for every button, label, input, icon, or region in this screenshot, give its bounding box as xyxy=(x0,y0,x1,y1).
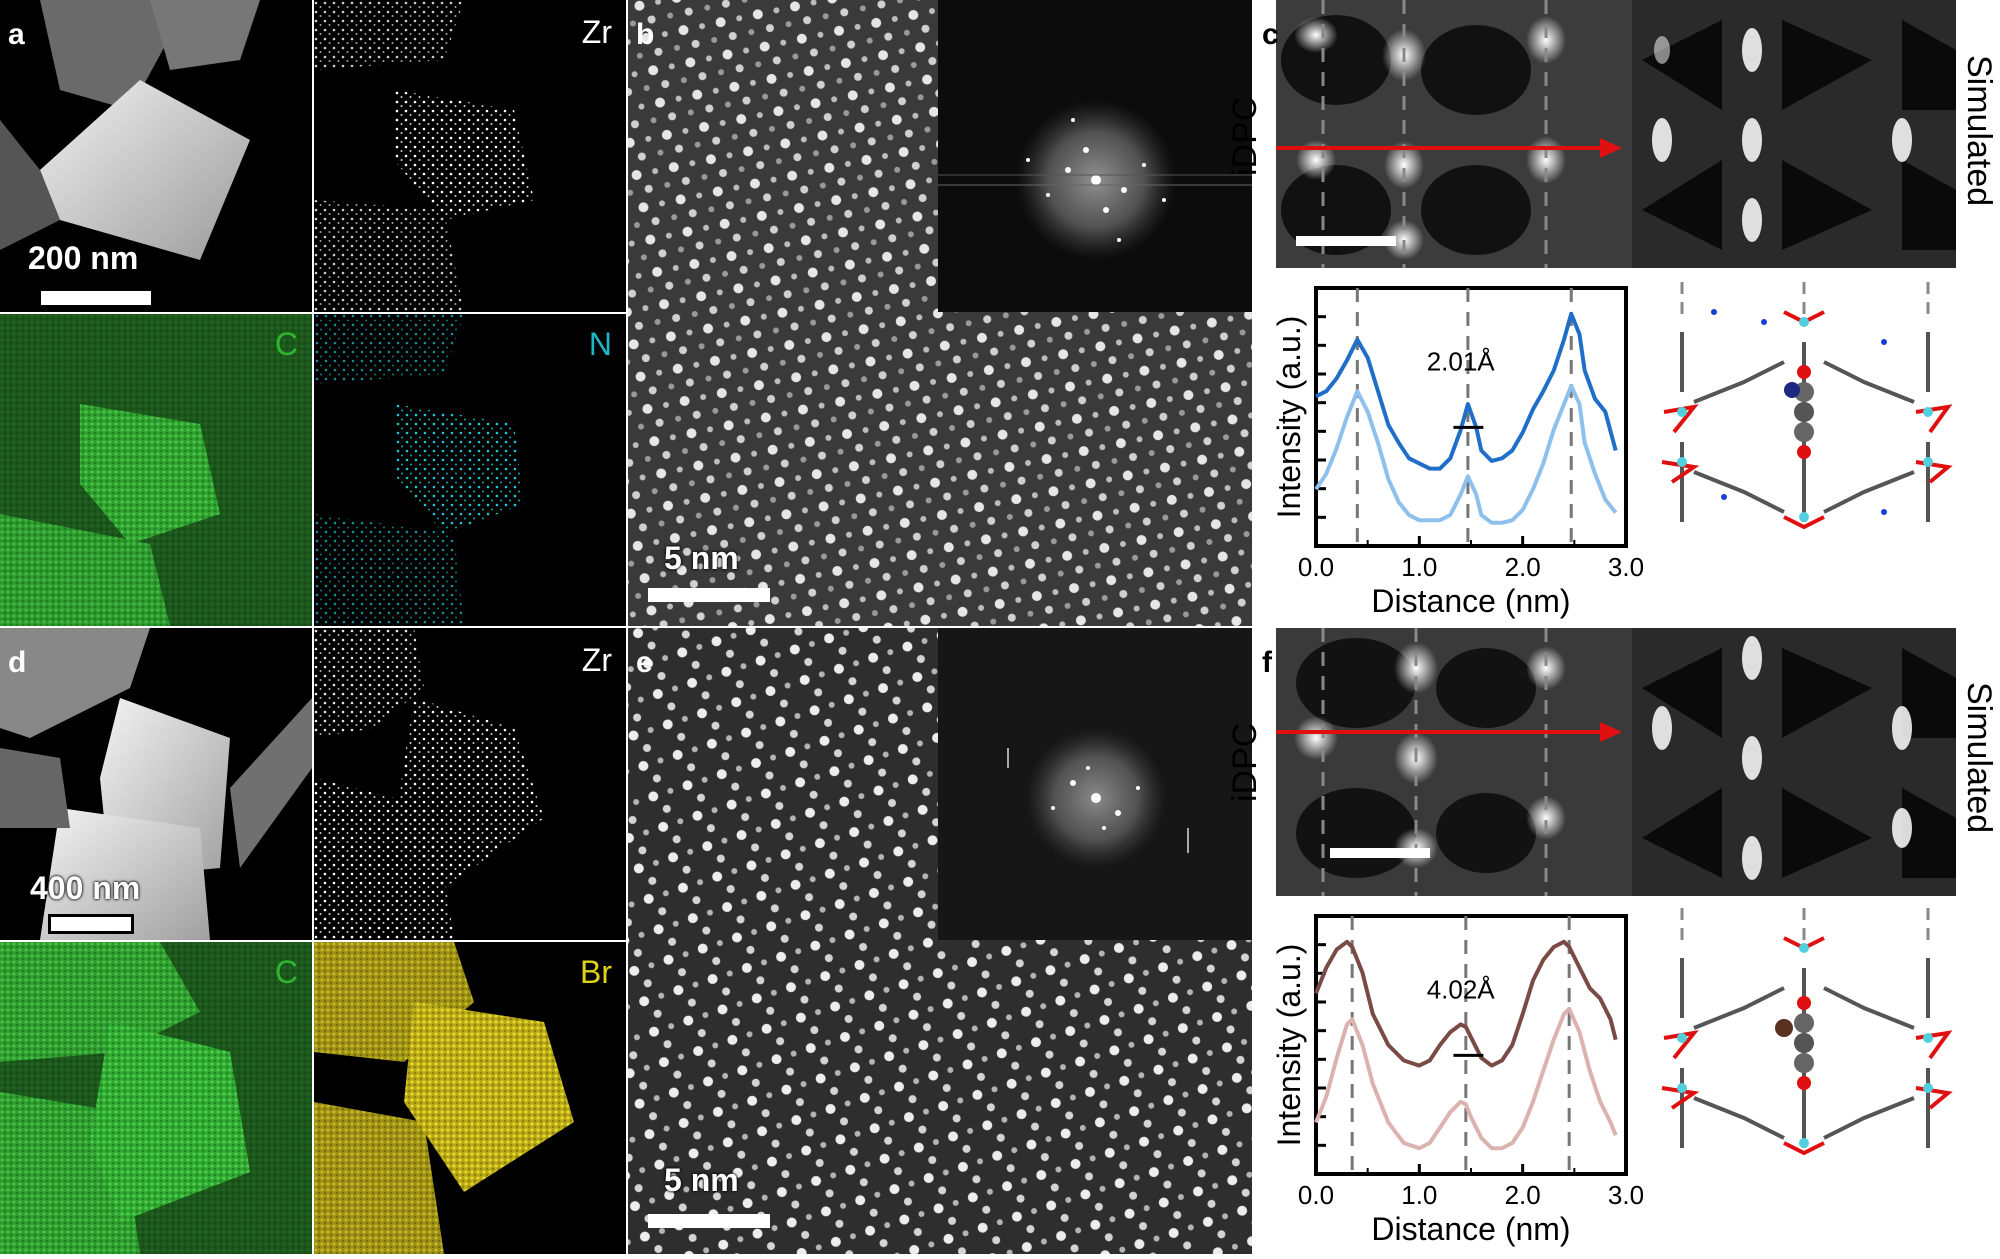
panel-label-c: c xyxy=(1262,18,1279,51)
structure-c xyxy=(1654,282,1974,552)
scalebar-d xyxy=(48,914,134,934)
eds-map-c-a: C xyxy=(0,314,312,626)
eds-label-n-a: N xyxy=(588,326,612,362)
panel-d-haadf: d 400 nm xyxy=(0,628,312,940)
x-tick-label: 1.0 xyxy=(1401,1180,1437,1210)
y-axis-label: Intensity (a.u.) xyxy=(1271,944,1307,1147)
eds-label-zr-a: Zr xyxy=(581,14,612,50)
eds-map-zr-a: Zr xyxy=(314,0,626,312)
eds-label-br-d: Br xyxy=(580,954,612,990)
panel-label-b: b xyxy=(636,18,655,51)
fwhm-annotation: 2.01Å xyxy=(1427,347,1496,377)
panel-f-simulated xyxy=(1632,628,1956,896)
series-line-1 xyxy=(1314,1006,1618,1151)
x-tick-label: 2.0 xyxy=(1505,552,1541,582)
panel-label-a: a xyxy=(8,18,25,51)
scalebar-label-b: 5 nm xyxy=(664,540,739,576)
x-tick-label: 1.0 xyxy=(1401,552,1437,582)
idpc-label-f: iDPC xyxy=(1226,722,1264,802)
panel-label-d: d xyxy=(8,646,27,679)
scalebar-f xyxy=(1330,848,1430,858)
x-tick-label: 0.0 xyxy=(1298,552,1334,582)
scalebar-label-d: 400 nm xyxy=(30,870,141,906)
panel-c-simulated xyxy=(1632,0,1956,268)
eds-label-c-d: C xyxy=(274,954,298,990)
x-axis-label: Distance (nm) xyxy=(1371,583,1570,619)
eds-map-c-d: C xyxy=(0,942,312,1254)
chart-c: 0.0 1.0 2.0 3.0 2.01Å Distance (nm) Intensity … xyxy=(1271,286,1644,619)
x-axis-label: Distance (nm) xyxy=(1371,1211,1570,1247)
panel-f-idpc xyxy=(1276,628,1632,896)
eds-map-n-a: N xyxy=(314,314,626,626)
scalebar-c xyxy=(1296,236,1396,246)
scalebar-a xyxy=(38,288,154,308)
eds-label-c-a: C xyxy=(274,326,298,362)
series-line-1 xyxy=(1314,384,1618,525)
x-tick-label: 0.0 xyxy=(1298,1180,1334,1210)
x-tick-label: 3.0 xyxy=(1608,1180,1644,1210)
series-line-0 xyxy=(1314,939,1618,1068)
simulated-label-c: Simulated xyxy=(1960,55,1998,207)
structure-f xyxy=(1654,908,1974,1178)
simulated-label-f: Simulated xyxy=(1960,682,1998,834)
panel-label-e: e xyxy=(636,646,653,679)
x-tick-label: 3.0 xyxy=(1608,552,1644,582)
scalebar-e xyxy=(648,1214,770,1228)
panel-label-f: f xyxy=(1262,646,1272,679)
scalebar-label-e: 5 nm xyxy=(664,1162,739,1198)
eds-label-zr-d: Zr xyxy=(581,642,612,678)
panel-c-idpc xyxy=(1276,0,1632,268)
y-axis-label: Intensity (a.u.) xyxy=(1271,316,1307,519)
chart-f: 0.0 1.0 2.0 3.0 4.02Å Distance (nm) Intensity … xyxy=(1271,914,1644,1247)
x-tick-label: 2.0 xyxy=(1505,1180,1541,1210)
fwhm-annotation: 4.02Å xyxy=(1427,975,1496,1005)
scalebar-b xyxy=(648,588,770,602)
panel-e-lattice: e 5 nm xyxy=(628,628,1252,1254)
haadf-image-a xyxy=(0,0,260,260)
panel-b-lattice: b 5 nm xyxy=(628,0,1252,626)
eds-map-zr-d: Zr xyxy=(314,628,626,940)
eds-map-br-d: Br xyxy=(314,942,626,1254)
panel-a-haadf: a 200 nm xyxy=(0,0,312,312)
idpc-label-c: iDPC xyxy=(1226,96,1264,176)
scalebar-label-a: 200 nm xyxy=(28,240,139,276)
series-line-0 xyxy=(1315,311,1618,471)
